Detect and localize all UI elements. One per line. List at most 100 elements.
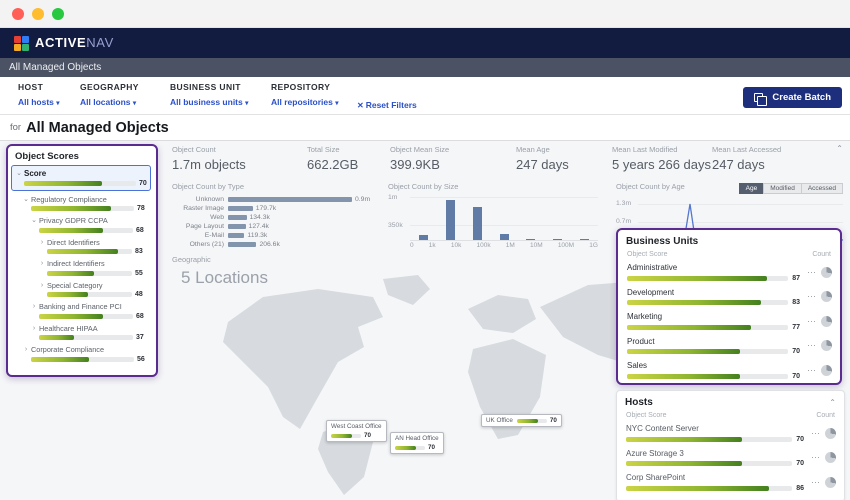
business-unit-row[interactable]: Marketing 77 ⋯ bbox=[618, 309, 840, 334]
business-unit-row-bar-line: 87 bbox=[627, 275, 800, 282]
score-bar-track bbox=[39, 335, 133, 340]
logo-text-bold: ACTIVE bbox=[35, 35, 87, 50]
tab-business-unit[interactable]: BUSINESS UNIT bbox=[170, 82, 241, 92]
chevron-right-icon[interactable]: › bbox=[32, 324, 36, 332]
row-menu-icon[interactable]: ⋯ bbox=[807, 266, 816, 277]
business-unit-row[interactable]: Administrative 87 ⋯ bbox=[618, 260, 840, 285]
business-unit-row-name: Product bbox=[627, 336, 655, 346]
location-marker[interactable]: AN Head Office 70 bbox=[390, 432, 444, 454]
business-unit-row[interactable]: Product 70 ⋯ bbox=[618, 334, 840, 359]
chevron-down-icon[interactable]: ⌄ bbox=[23, 195, 29, 203]
chevron-right-icon[interactable]: › bbox=[40, 238, 44, 246]
type-value-label: 134.3k bbox=[249, 214, 270, 221]
tab-geography[interactable]: GEOGRAPHY bbox=[80, 82, 139, 92]
size-bar-slot bbox=[491, 233, 518, 240]
stat-label: Mean Last Modified bbox=[612, 145, 678, 154]
score-bar-line: 83 bbox=[47, 248, 151, 255]
location-marker[interactable]: UK Office 70 bbox=[481, 414, 562, 427]
geographic-label: Geographic bbox=[172, 255, 211, 264]
type-bar bbox=[228, 233, 245, 238]
stat-label: Mean Age bbox=[516, 145, 550, 154]
stat-value: 662.2GB bbox=[307, 157, 359, 172]
object-scores-title: Object Scores bbox=[15, 151, 79, 162]
row-menu-icon[interactable]: ⋯ bbox=[811, 427, 820, 438]
all-locations-dropdown[interactable]: All locations ▾ bbox=[80, 97, 137, 107]
host-row[interactable]: NYC Content Server 70 ⋯ bbox=[617, 421, 844, 446]
stat-value: 247 days bbox=[516, 157, 569, 172]
score-tree-item[interactable]: ⌄ Regulatory Compliance 78 bbox=[11, 193, 153, 215]
all-hosts-dropdown[interactable]: All hosts ▾ bbox=[18, 97, 60, 107]
score-tree-item[interactable]: › Banking and Finance PCI 68 bbox=[11, 300, 153, 322]
host-row[interactable]: Azure Storage 3 70 ⋯ bbox=[617, 446, 844, 471]
score-item-label: Regulatory Compliance bbox=[31, 194, 107, 204]
score-bar-line: 55 bbox=[47, 270, 151, 277]
size-x-ticks: 0 1k 10k 100k 1M 10M 100M 1G bbox=[410, 242, 598, 249]
score-tree-item[interactable]: › Special Category 48 bbox=[11, 279, 153, 301]
count-pie-icon bbox=[821, 291, 832, 303]
age-toggle-age[interactable]: Age bbox=[738, 183, 765, 194]
host-row-bar-line: 86 bbox=[626, 485, 804, 492]
minimize-window-button[interactable] bbox=[32, 7, 44, 20]
age-toggle-accessed[interactable]: Accessed bbox=[800, 183, 843, 194]
reset-filters-button[interactable]: ✕ Reset Filters bbox=[357, 100, 417, 110]
host-row[interactable]: Corp SharePoint 86 ⋯ bbox=[617, 470, 844, 495]
age-toggle-modified[interactable]: Modified bbox=[763, 183, 802, 194]
score-tree-item[interactable]: ⌄ Score 70 bbox=[11, 165, 151, 191]
row-menu-icon[interactable]: ⋯ bbox=[807, 364, 816, 375]
chevron-right-icon[interactable]: › bbox=[40, 281, 44, 289]
chart-title: Object Count by Size bbox=[388, 182, 459, 191]
score-tree-item-body: Direct Identifiers 83 bbox=[47, 238, 151, 255]
stat-label: Mean Last Accessed bbox=[712, 145, 782, 154]
type-bar bbox=[228, 224, 246, 229]
score-tree-item[interactable]: › Indirect Identifiers 55 bbox=[11, 257, 153, 279]
host-row-bar-line: 70 bbox=[626, 436, 804, 443]
business-unit-row-main: Product 70 bbox=[627, 336, 800, 355]
score-tree-item-body: Regulatory Compliance 78 bbox=[31, 194, 151, 212]
activenav-logo[interactable]: ACTIVENAV bbox=[14, 34, 114, 52]
create-batch-button[interactable]: Create Batch bbox=[743, 87, 842, 108]
all-repositories-dropdown[interactable]: All repositories ▾ bbox=[271, 97, 339, 107]
score-tree-item[interactable]: › Healthcare HIPAA 37 bbox=[11, 322, 153, 344]
row-menu-icon[interactable]: ⋯ bbox=[811, 452, 820, 463]
zoom-window-button[interactable] bbox=[52, 7, 64, 20]
chevron-right-icon[interactable]: › bbox=[40, 260, 44, 267]
chevron-right-icon[interactable]: › bbox=[32, 303, 36, 310]
score-bar-track bbox=[39, 313, 133, 319]
col-object-score: Object Score bbox=[627, 251, 668, 258]
dashboard-content: Object Count 1.7m objects Total Size 662.2G… bbox=[0, 141, 850, 500]
count-pie-icon bbox=[825, 452, 836, 464]
score-bar-fill bbox=[47, 249, 118, 254]
chevron-down-icon[interactable]: ⌄ bbox=[16, 170, 22, 177]
chevron-down-icon[interactable]: ⌄ bbox=[31, 217, 37, 224]
collapse-hosts-icon[interactable]: ⌃ bbox=[829, 398, 836, 407]
object-scores-panel: Object Scores ⌄ Score 70 ⌄ Regulatory Compli… bbox=[6, 144, 158, 377]
business-unit-row[interactable]: Sales 70 ⋯ bbox=[618, 358, 840, 383]
y-tick: 1.3m bbox=[616, 200, 632, 207]
hosts-panel: Hosts ⌃ Object Score Count NYC Content S… bbox=[616, 390, 845, 500]
score-value: 55 bbox=[135, 269, 143, 277]
business-unit-row-bar-line: 70 bbox=[627, 373, 800, 380]
business-unit-row[interactable]: Development 83 ⋯ bbox=[618, 285, 840, 310]
collapse-stats-icon[interactable]: ⌃ bbox=[836, 144, 843, 153]
row-menu-icon[interactable]: ⋯ bbox=[807, 315, 816, 326]
score-bar-line: 48 bbox=[47, 291, 151, 298]
score-tree-item[interactable]: ⌄ Privacy GDPR CCPA 68 bbox=[11, 214, 153, 236]
business-unit-row-score: 70 bbox=[792, 348, 800, 355]
type-value-label: 179.7k bbox=[255, 205, 277, 212]
all-business-units-dropdown[interactable]: All business units ▾ bbox=[170, 97, 249, 107]
tab-repository[interactable]: REPOSITORY bbox=[271, 82, 331, 92]
type-bar bbox=[228, 197, 352, 202]
tab-host[interactable]: HOST bbox=[18, 82, 44, 92]
row-menu-icon[interactable]: ⋯ bbox=[811, 476, 820, 487]
business-unit-row-main: Administrative 87 bbox=[627, 263, 800, 282]
location-marker[interactable]: West Coast Office 70 bbox=[326, 420, 387, 442]
size-x-tick: 1G bbox=[589, 242, 598, 249]
row-menu-icon[interactable]: ⋯ bbox=[807, 291, 816, 302]
score-tree-item[interactable]: › Direct Identifiers 83 bbox=[11, 236, 153, 258]
size-x-tick: 0 bbox=[410, 242, 414, 249]
close-window-button[interactable] bbox=[12, 7, 24, 20]
score-tree-item[interactable]: › Corporate Compliance 56 bbox=[11, 343, 153, 365]
row-menu-icon[interactable]: ⋯ bbox=[807, 340, 816, 351]
type-bar-row: E-Mail 119.3k bbox=[172, 231, 384, 240]
chevron-right-icon[interactable]: › bbox=[24, 346, 28, 353]
